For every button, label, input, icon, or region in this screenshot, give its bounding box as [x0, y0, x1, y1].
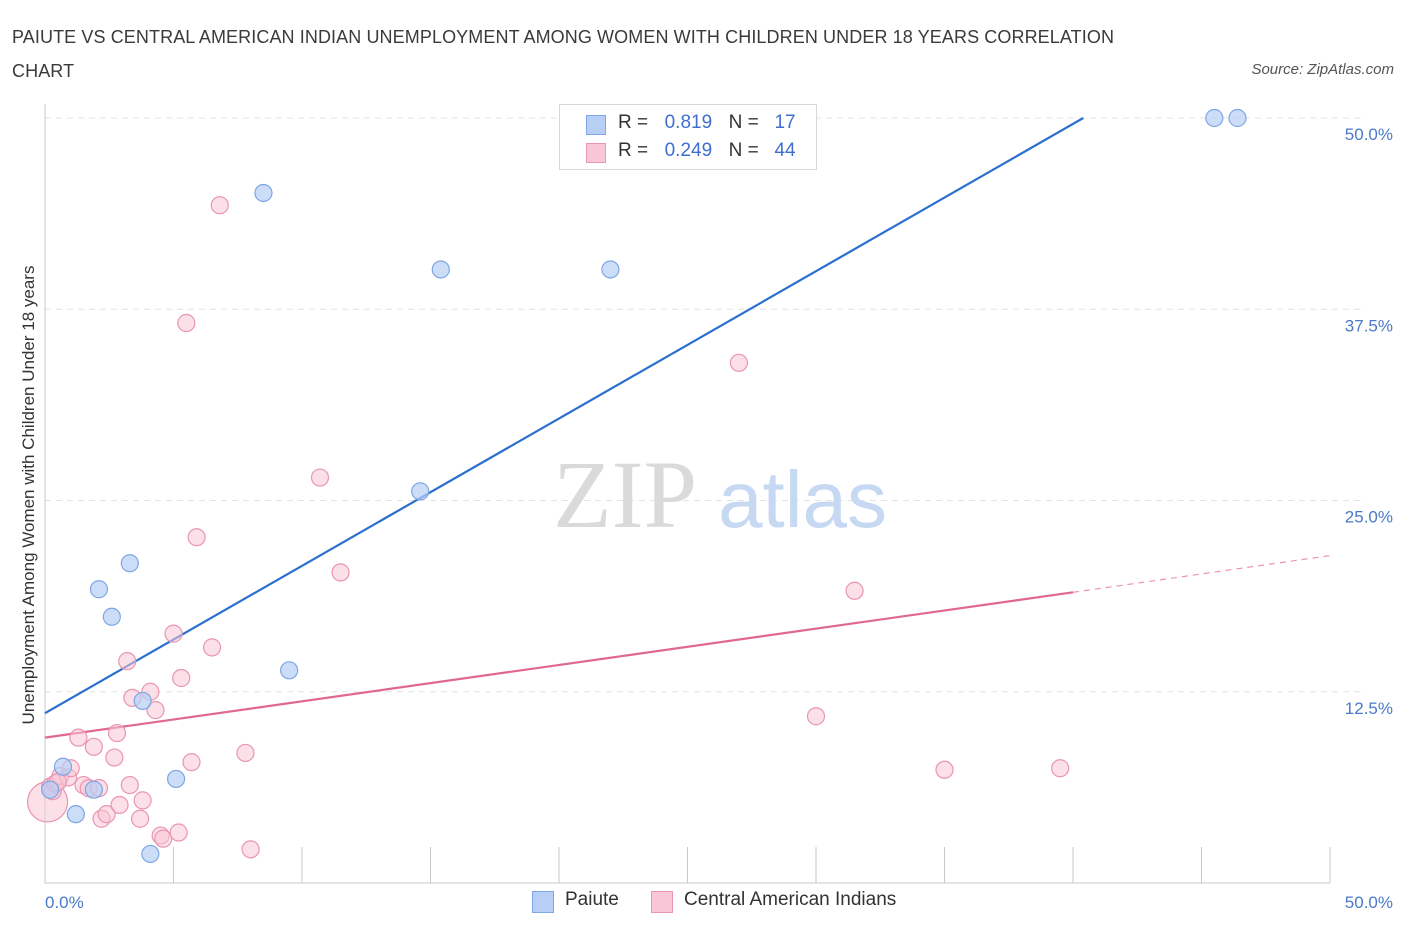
central-point	[110, 795, 129, 815]
central-trend-line	[44, 591, 1074, 739]
central-point	[806, 707, 826, 726]
central-point	[97, 805, 116, 824]
y-tick-label: 12.5%	[1345, 699, 1393, 718]
central-point	[729, 353, 749, 372]
paiute-point	[166, 769, 186, 789]
central-point	[182, 753, 201, 772]
central-point	[69, 728, 88, 747]
x-tick-label: 50.0%	[1345, 893, 1393, 912]
y-tick-label: 37.5%	[1345, 316, 1393, 335]
y-axis-label: Unemployment Among Women with Children U…	[19, 266, 38, 725]
central-point	[130, 809, 150, 828]
central-trend-extension	[1072, 554, 1331, 593]
paiute-swatch	[586, 115, 606, 135]
central-point	[84, 737, 103, 756]
central-legend-label: Central American Indians	[684, 889, 897, 910]
central-point	[105, 748, 124, 767]
central-point	[210, 196, 229, 215]
central-point	[118, 652, 137, 671]
central-point	[845, 581, 864, 600]
paiute-legend-swatch	[532, 891, 554, 913]
paiute-point	[120, 554, 139, 573]
gridlines	[45, 117, 1366, 693]
central-n-value: 44	[774, 140, 796, 161]
paiute-point	[41, 780, 60, 799]
watermark-zip: ZIP	[553, 441, 697, 548]
central-point	[236, 743, 255, 763]
paiute-point	[1228, 108, 1247, 128]
trend-lines	[44, 117, 1331, 739]
paiute-point	[66, 805, 85, 824]
central-point	[133, 791, 152, 810]
central-point	[154, 829, 173, 848]
paiute-point	[411, 482, 430, 501]
paiute-point	[431, 260, 450, 279]
paiute-point	[254, 183, 273, 203]
central-r-value: 0.249	[664, 140, 713, 161]
central-point	[241, 840, 260, 859]
central-point	[310, 468, 330, 487]
central-point	[120, 775, 139, 795]
axes	[44, 104, 1331, 884]
source-label: Source: ZipAtlas.com	[1251, 61, 1394, 78]
tick-labels: 12.5% 25.0% 37.5% 50.0% 0.0% 50.0%	[45, 125, 1393, 912]
central-point	[164, 624, 183, 643]
legend-r-label: R =	[618, 112, 649, 133]
legend-n-label: N =	[728, 112, 759, 133]
paiute-point	[84, 780, 103, 799]
paiute-point	[1205, 108, 1224, 128]
central-point	[172, 668, 191, 688]
legend-r-label: R =	[618, 140, 649, 161]
central-point	[169, 823, 188, 842]
central-point	[202, 638, 222, 657]
central-point	[935, 760, 954, 779]
central-legend-swatch	[651, 891, 673, 913]
central-point	[187, 528, 206, 547]
central-point	[1051, 759, 1070, 778]
paiute-point	[89, 580, 109, 599]
central-point	[107, 723, 127, 743]
paiute-point	[133, 691, 152, 711]
y-tick-label: 50.0%	[1345, 125, 1393, 144]
central-swatch	[586, 143, 606, 163]
central-point	[331, 563, 350, 582]
y-tick-label: 25.0%	[1345, 508, 1393, 527]
data-points	[26, 108, 1247, 864]
paiute-point	[141, 844, 160, 864]
paiute-point	[102, 607, 121, 626]
central-point	[146, 701, 165, 720]
legend-n-label: N =	[728, 140, 759, 161]
paiute-point	[601, 260, 620, 279]
paiute-point	[280, 661, 299, 680]
watermark-atlas: atlas	[718, 455, 887, 544]
chart-title: PAIUTE VS CENTRAL AMERICAN INDIAN UNEMPL…	[12, 27, 1115, 81]
paiute-point	[53, 757, 73, 776]
x-tick-label: 0.0%	[45, 893, 84, 912]
paiute-trend-line	[44, 117, 1084, 715]
central-point	[177, 313, 196, 333]
paiute-r-value: 0.819	[664, 112, 713, 133]
correlation-legend: R = 0.819 N = 17 R = 0.249 N = 44	[559, 104, 817, 170]
paiute-n-value: 17	[774, 112, 796, 133]
paiute-legend-label: Paiute	[565, 889, 619, 910]
